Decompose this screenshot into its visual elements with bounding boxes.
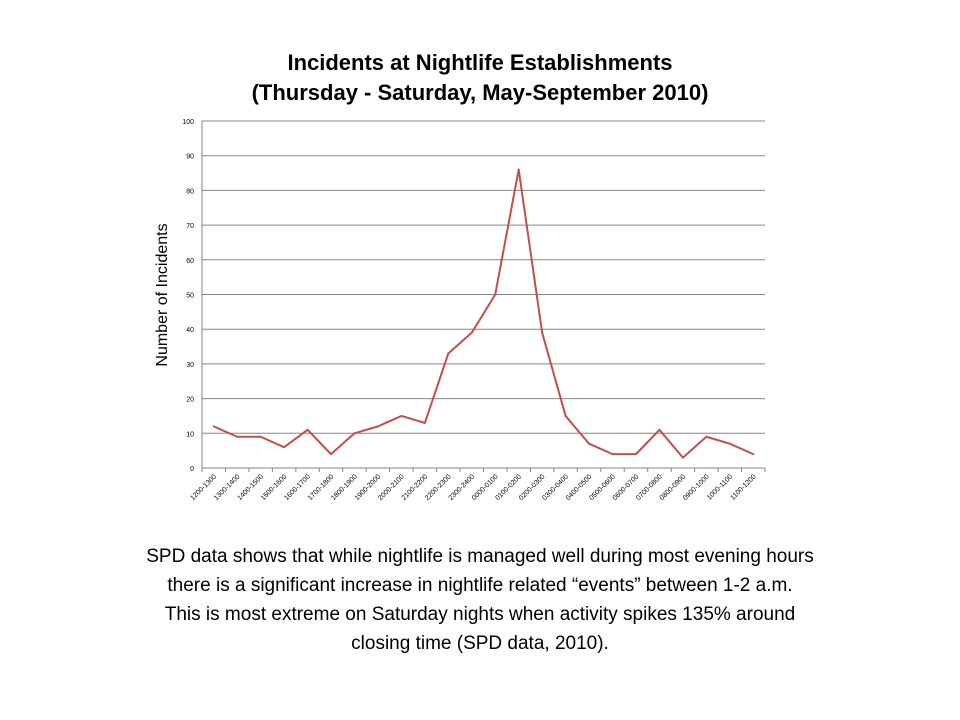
data-point <box>658 428 661 431</box>
x-tick-labels: 1200-13001300-14001400-15001500-16001600… <box>190 473 758 502</box>
y-axis-label: Number of Incidents <box>154 223 171 366</box>
data-point <box>306 428 309 431</box>
y-tick-label: 100 <box>182 119 194 126</box>
data-point <box>259 435 262 438</box>
caption-line: there is a significant increase in night… <box>167 575 793 596</box>
data-point <box>470 331 473 334</box>
data-point <box>588 442 591 445</box>
y-tick-label: 10 <box>186 431 194 438</box>
caption-line: closing time (SPD data, 2010). <box>351 633 609 654</box>
data-point <box>728 442 731 445</box>
y-tick-label: 60 <box>186 258 194 265</box>
caption-line: This is most extreme on Saturday nights … <box>164 604 796 625</box>
line-chart: 0 10 20 30 40 50 60 70 80 90 100 1200-13001300-140… <box>154 119 766 502</box>
data-point <box>376 425 379 428</box>
y-tick-label: 90 <box>186 154 194 161</box>
y-tick-label: 20 <box>186 397 194 404</box>
data-point <box>634 453 637 456</box>
data-point <box>423 421 426 424</box>
data-point <box>705 435 708 438</box>
data-point <box>517 168 520 171</box>
x-tick-label: 1100-1200 <box>729 473 757 501</box>
caption-line: SPD data shows that while nightlife is m… <box>146 546 814 567</box>
data-point <box>611 453 614 456</box>
y-tick-labels: 0 10 20 30 40 50 60 70 80 90 100 <box>182 119 194 473</box>
data-point <box>236 435 239 438</box>
chart-subtitle: (Thursday - Saturday, May-September 2010… <box>251 80 709 105</box>
data-point <box>212 425 215 428</box>
y-tick-label: 80 <box>186 188 194 195</box>
y-tick-label: 40 <box>186 327 194 334</box>
data-point <box>330 453 333 456</box>
data-point <box>564 414 567 417</box>
axes <box>201 121 766 472</box>
grid-lines <box>202 120 765 469</box>
series-line <box>213 168 754 459</box>
series <box>212 168 755 459</box>
caption: SPD data shows that while nightlife is m… <box>40 542 920 658</box>
data-point <box>752 453 755 456</box>
y-tick-label: 50 <box>186 293 194 300</box>
data-point <box>541 331 544 334</box>
data-point <box>494 293 497 296</box>
chart-title: Incidents at Nightlife Establishments <box>287 50 673 75</box>
data-point <box>353 432 356 435</box>
data-point <box>400 414 403 417</box>
y-tick-label: 0 <box>190 466 194 473</box>
data-point <box>681 456 684 459</box>
data-point <box>447 352 450 355</box>
y-tick-label: 70 <box>186 223 194 230</box>
data-point <box>283 446 286 449</box>
y-tick-label: 30 <box>186 362 194 369</box>
